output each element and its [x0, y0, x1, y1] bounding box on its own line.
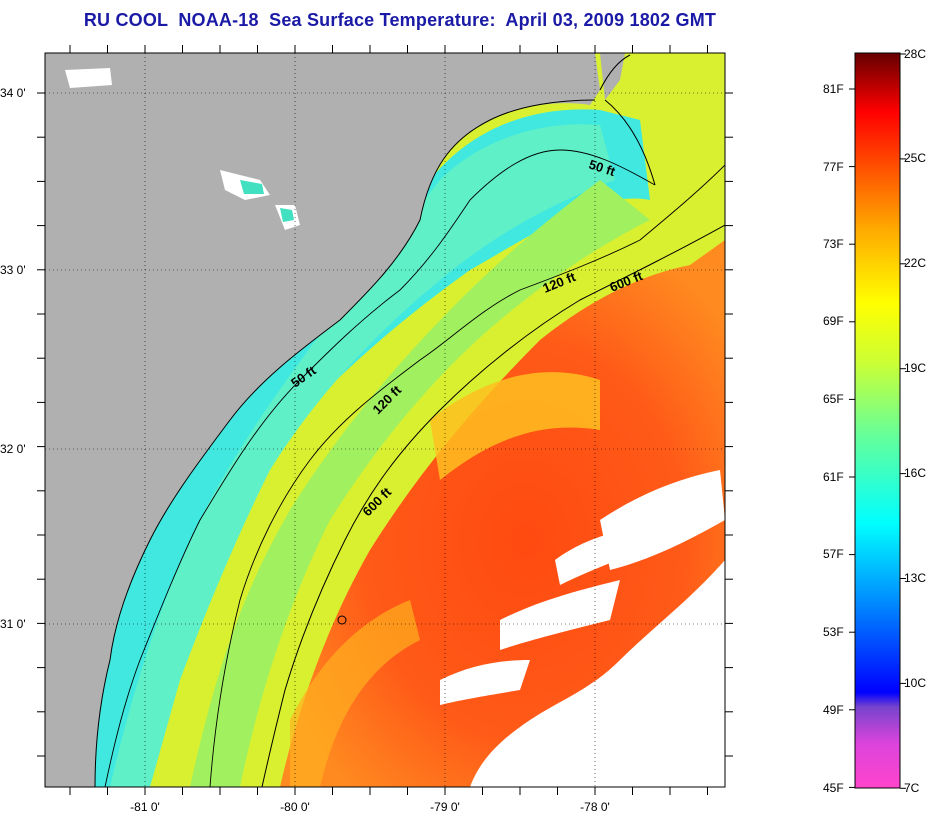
cb-f-53: 53F	[823, 625, 844, 639]
coastline	[94, 99, 596, 787]
cb-c-13: 13C	[904, 571, 927, 585]
warm-transition-2	[290, 600, 420, 787]
cb-f-49: 49F	[823, 703, 844, 717]
cb-c-25: 25C	[904, 151, 927, 165]
lake-1	[240, 180, 264, 194]
warm-transition	[430, 372, 600, 480]
cb-c-16: 16C	[904, 466, 927, 480]
lat-label-34: 34 0'	[0, 86, 26, 100]
lon-label-80: -80 0'	[280, 800, 310, 814]
colorbar	[855, 53, 900, 788]
land-mass	[45, 53, 600, 787]
lat-label-33: 33 0'	[0, 263, 26, 277]
cb-f-73: 73F	[823, 237, 844, 251]
cb-c-22: 22C	[904, 256, 927, 270]
cb-f-61: 61F	[823, 470, 844, 484]
cb-f-69: 69F	[823, 314, 844, 328]
map-title: RU COOL NOAA-18 Sea Surface Temperature:…	[83, 10, 717, 30]
axis-ticks	[37, 45, 733, 795]
cb-c-28: 28C	[904, 47, 927, 61]
mid-shelf-water	[190, 180, 650, 787]
cb-c-10: 10C	[904, 676, 927, 690]
cb-f-65: 65F	[823, 392, 844, 406]
colorbar-ticks	[849, 53, 906, 789]
cb-f-81: 81F	[823, 82, 844, 96]
lake-2	[280, 208, 294, 222]
lon-label-81: -81 0'	[130, 800, 160, 814]
lat-label-32: 32 0'	[0, 442, 26, 456]
cloud-mask	[440, 430, 725, 787]
colorbar-frame	[854, 52, 901, 789]
isobath-50ft	[104, 149, 656, 787]
cb-c-7: 7C	[904, 781, 920, 795]
isobath-600ft	[261, 224, 725, 787]
cloud-inland-3	[65, 68, 112, 88]
cb-c-19: 19C	[904, 361, 927, 375]
grid-lines	[45, 53, 725, 787]
isobath-120ft	[209, 164, 725, 787]
lat-label-31: 31 0'	[0, 617, 26, 631]
cool-coastal-water-2	[110, 124, 615, 787]
cb-f-77: 77F	[823, 160, 844, 174]
map-frame	[44, 52, 726, 788]
cb-f-45: 45F	[823, 781, 844, 795]
land-ne	[600, 53, 625, 100]
cb-f-57: 57F	[823, 547, 844, 561]
lon-label-79: -79 0'	[430, 800, 460, 814]
lon-label-78: -78 0'	[580, 800, 610, 814]
